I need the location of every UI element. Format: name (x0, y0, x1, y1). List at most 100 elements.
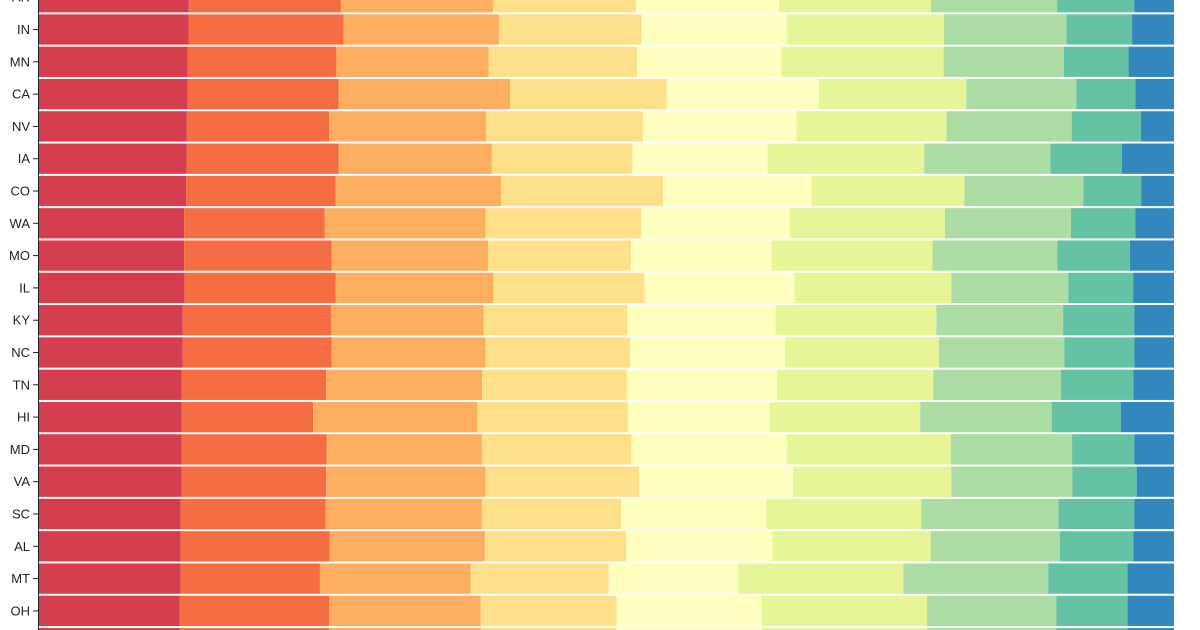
bar-segment-MN-2 (187, 46, 337, 77)
bar-segment-MT-7 (903, 563, 1049, 594)
bar-segment-MO-1 (39, 240, 185, 271)
bar-segment-SC-2 (180, 498, 326, 530)
bar-segment-partial-3 (328, 628, 481, 630)
bar-segment-IN-6 (786, 14, 945, 45)
bar-segment-NV-1 (39, 111, 187, 142)
bar-segment-VA-2 (181, 466, 327, 497)
bar-segment-AL-9 (1133, 531, 1174, 562)
bar-segment-WA-1 (39, 208, 185, 239)
bar-segment-WA-8 (1070, 208, 1136, 239)
bar-segment-MT-8 (1048, 563, 1128, 594)
bar-segment-IL-4 (493, 272, 645, 304)
bar-segment-MO-8 (1057, 240, 1130, 271)
bar-segment-IL-2 (184, 272, 336, 304)
bar-segment-TN-8 (1060, 369, 1134, 400)
bar-segment-CO-2 (186, 175, 336, 207)
bar-segment-NC-3 (331, 337, 486, 368)
bar-segment-NV-5 (642, 111, 797, 142)
bar-segment-AR-7 (931, 0, 1058, 13)
bar-segment-AR-6 (779, 0, 932, 13)
bar-segment-AR-3 (340, 0, 493, 13)
bar-segment-MT-4 (470, 563, 609, 594)
bar-segment-MN-8 (1063, 46, 1129, 77)
bar-segment-MO-2 (184, 240, 332, 271)
bar-segment-CA-2 (187, 78, 339, 110)
bar-segment-WA-4 (485, 208, 642, 239)
bar-segment-VA-9 (1136, 466, 1174, 497)
bar-segment-MD-4 (481, 434, 632, 465)
bar-segment-SC-7 (921, 498, 1059, 530)
bar-segment-MT-1 (39, 563, 181, 594)
bar-segment-NC-4 (485, 337, 631, 368)
bar-segment-IA-7 (924, 143, 1051, 174)
y-tick-label-VA: VA (14, 474, 31, 489)
bar-segment-AR-2 (188, 0, 341, 13)
bar-segment-MO-5 (630, 240, 772, 271)
y-tick-label-HI: HI (17, 410, 30, 425)
bar-segment-IN-5 (641, 14, 787, 45)
bar-segment-KY-7 (936, 305, 1064, 336)
bar-segment-OH-4 (480, 595, 617, 627)
bar-segment-NV-6 (796, 111, 947, 142)
bar-segment-CA-8 (1076, 78, 1136, 110)
bar-segment-MD-1 (39, 434, 182, 465)
y-axis: AR IN MN CA NV IA CO WA MO IL KY NC TN HI MD VA SC AL MT OH (9, 0, 39, 630)
bar-segment-SC-6 (766, 498, 922, 530)
bar-segment-AL-5 (626, 531, 773, 562)
bar-segment-VA-1 (39, 466, 182, 497)
bar-segment-OH-6 (761, 595, 928, 627)
bar-segment-HI-6 (769, 401, 921, 433)
bar-segment-HI-2 (181, 401, 314, 433)
bar-segment-MT-2 (180, 563, 320, 594)
bar-segment-OH-2 (179, 595, 329, 627)
bar-segment-AL-6 (772, 531, 931, 562)
bar-segment-MN-6 (781, 46, 944, 77)
bar-segment-KY-1 (39, 305, 183, 336)
bar-segment-HI-4 (477, 401, 629, 433)
bar-segment-TN-5 (626, 369, 778, 400)
bar-segment-NV-8 (1071, 111, 1142, 142)
bar-segment-VA-4 (485, 466, 640, 497)
bar-segment-CA-3 (338, 78, 511, 110)
bar-segment-partial-4 (480, 628, 617, 630)
bar-segment-MT-9 (1127, 563, 1174, 594)
bar-segment-MO-3 (331, 240, 489, 271)
bar-segment-IL-5 (644, 272, 795, 304)
y-tick-label-MN: MN (10, 54, 30, 69)
bar-segment-CO-7 (964, 175, 1084, 207)
bar-segment-WA-6 (789, 208, 945, 239)
bar-segment-OH-9 (1127, 595, 1174, 627)
bar-segment-IA-3 (338, 143, 492, 174)
y-tick-label-IA: IA (18, 151, 31, 166)
bar-segment-AL-2 (180, 531, 330, 562)
bar-segment-CO-6 (811, 175, 965, 207)
bar-segment-VA-8 (1072, 466, 1137, 497)
y-tick-label-CO: CO (11, 184, 31, 199)
bar-segment-CO-5 (663, 175, 812, 207)
bar-segment-HI-3 (313, 401, 478, 433)
bar-segment-IA-5 (632, 143, 768, 174)
y-tick-label-IN: IN (17, 22, 30, 37)
bar-segment-partial-7 (927, 628, 1057, 630)
bar-segment-partial-9 (1127, 628, 1174, 630)
bar-segment-MD-6 (786, 434, 951, 465)
bar-segment-NC-1 (39, 337, 183, 368)
bar-segment-NC-6 (785, 337, 939, 368)
bar-segment-MO-7 (932, 240, 1058, 271)
y-tick-label-AL: AL (14, 539, 30, 554)
bar-segment-HI-5 (628, 401, 770, 433)
bar-segment-KY-6 (775, 305, 937, 336)
bar-segment-CA-9 (1135, 78, 1174, 110)
bar-segment-partial-1 (39, 628, 180, 630)
bar-segment-AR-1 (39, 0, 189, 13)
bar-segment-OH-1 (39, 595, 180, 627)
bar-segment-IL-9 (1133, 272, 1174, 304)
bar-segment-MD-7 (950, 434, 1073, 465)
bar-segment-CA-4 (510, 78, 667, 110)
bar-segment-AR-8 (1057, 0, 1135, 13)
bar-segment-AR-4 (493, 0, 637, 13)
bar-segment-CO-8 (1083, 175, 1142, 207)
bar-segment-AR-9 (1134, 0, 1174, 13)
bar-segment-MN-4 (488, 46, 638, 77)
